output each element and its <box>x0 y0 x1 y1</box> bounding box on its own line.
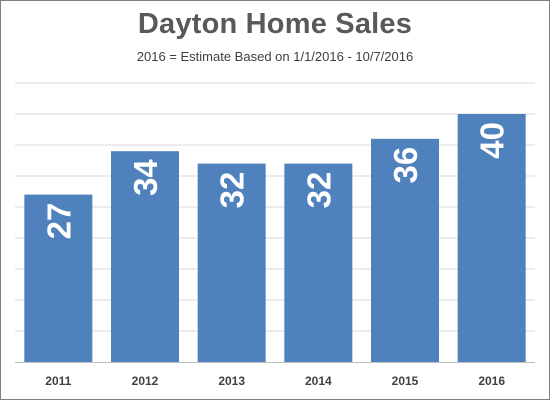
data-label-2012: 34 <box>127 159 164 196</box>
bar-2014 <box>284 163 353 362</box>
data-label-2015: 36 <box>387 147 424 184</box>
bar-2015 <box>371 138 439 362</box>
chart-title: Dayton Home Sales <box>137 8 413 40</box>
data-label-2014: 32 <box>300 172 337 209</box>
bar-2013 <box>197 163 266 362</box>
data-labels: 27 34 32 32 36 40 <box>40 122 510 239</box>
bars <box>24 114 526 362</box>
data-label-2016: 40 <box>474 122 511 159</box>
x-tick-2015: 2015 <box>392 374 419 388</box>
x-tick-2012: 2012 <box>132 374 159 388</box>
bar-2011 <box>24 194 93 362</box>
bar-2012 <box>111 151 179 362</box>
data-label-2011: 27 <box>40 203 77 240</box>
bar-2016 <box>457 114 526 362</box>
x-tick-2016: 2016 <box>478 374 505 388</box>
chart-subtitle: 2016 = Estimate Based on 1/1/2016 - 10/7… <box>136 49 414 64</box>
data-label-2013: 32 <box>214 172 251 209</box>
x-tick-2013: 2013 <box>218 374 245 388</box>
gridlines <box>15 82 535 332</box>
x-tick-labels: 2011 2012 2013 2014 2015 2016 <box>45 374 505 388</box>
x-tick-2011: 2011 <box>45 374 71 388</box>
x-tick-2014: 2014 <box>305 374 332 388</box>
